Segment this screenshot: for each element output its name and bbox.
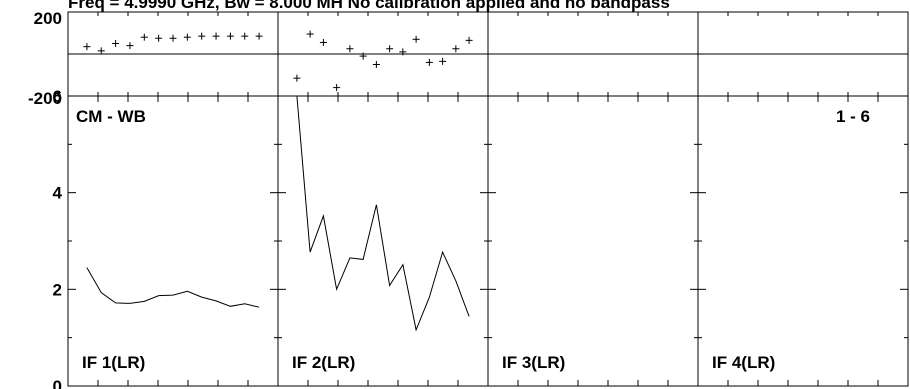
phase-point <box>226 32 234 40</box>
amplitude-y-tick-label: 6 <box>53 87 62 106</box>
phase-y-tick-label: 200 <box>34 9 62 28</box>
phase-point <box>126 42 134 50</box>
baseline-label: CM - WB <box>76 107 146 126</box>
panel: IF 4(LR) <box>697 11 909 387</box>
amplitude-panel-frame <box>697 95 909 387</box>
phase-point <box>386 45 394 53</box>
phase-point <box>306 30 314 38</box>
phase-point <box>452 45 460 53</box>
chart-title: Freq = 4.9990 GHz, Bw = 8.000 MH No cali… <box>68 0 670 12</box>
panel: IF 3(LR) <box>487 11 699 387</box>
phase-point <box>399 48 407 56</box>
panel-label: IF 1(LR) <box>82 353 145 372</box>
amplitude-panel-frame <box>67 95 279 387</box>
phase-point <box>212 32 220 40</box>
phase-point <box>293 74 301 82</box>
phase-point <box>346 45 354 53</box>
phase-point <box>112 40 120 47</box>
phase-point <box>439 57 447 65</box>
amplitude-panel-frame <box>487 95 699 387</box>
phase-y-tick-label: -200 <box>28 89 62 108</box>
amplitude-series-line <box>86 267 260 308</box>
phase-point <box>198 32 206 40</box>
phase-point <box>169 34 177 42</box>
panel-label: IF 4(LR) <box>712 353 775 372</box>
phase-y-axis-labels: 200 -200 <box>28 9 62 108</box>
phase-point <box>255 32 263 40</box>
phase-point <box>83 43 91 51</box>
phase-point <box>359 52 367 60</box>
phase-point <box>183 33 191 41</box>
panel-label: IF 2(LR) <box>292 353 355 372</box>
phase-point <box>319 38 327 46</box>
phase-point <box>140 33 148 41</box>
phase-point <box>372 61 380 68</box>
phase-point <box>425 58 433 66</box>
phase-point <box>333 84 341 92</box>
panels: IF 1(LR) IF 2(LR) IF 3(LR) IF 4(LR) <box>67 11 909 387</box>
amplitude-y-tick-label: 2 <box>53 280 62 299</box>
amplitude-y-axis-labels: 0 2 4 6 <box>53 87 63 389</box>
phase-point <box>241 32 249 40</box>
panel-label: IF 3(LR) <box>502 353 565 372</box>
channel-range-label: 1 - 6 <box>836 107 870 126</box>
panel: IF 2(LR) <box>277 11 489 387</box>
amplitude-series-line <box>296 95 470 332</box>
phase-point <box>155 34 163 42</box>
amplitude-y-tick-label: 4 <box>53 184 63 203</box>
phase-point <box>465 36 473 44</box>
phase-point <box>412 35 420 43</box>
panel: IF 1(LR) <box>67 11 279 387</box>
amplitude-y-tick-label: 0 <box>53 377 62 389</box>
phase-point <box>97 47 105 55</box>
